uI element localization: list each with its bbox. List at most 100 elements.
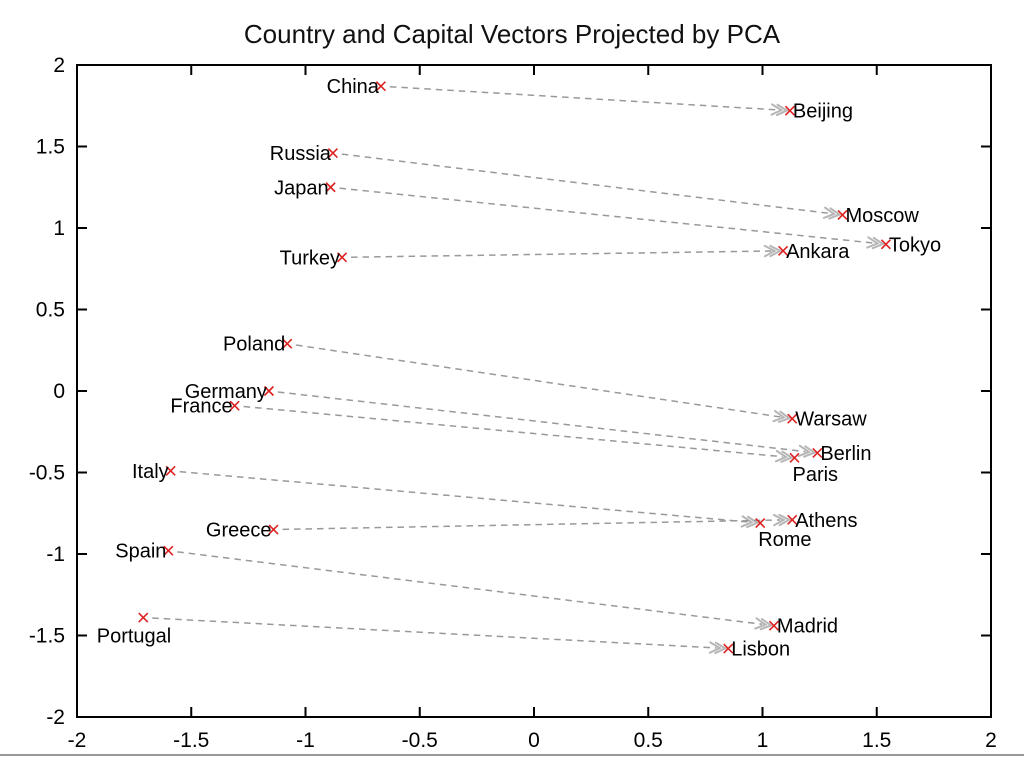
arrow-head [866,236,880,249]
point-marker-spain [163,545,174,556]
vector-japan-tokyo [339,187,886,250]
arrow-head [770,103,784,116]
point-marker-paris [789,452,800,463]
point-label-poland: Poland [223,334,285,356]
arrow-head [772,513,786,527]
point-label-berlin: Berlin [820,443,871,465]
arrow-line [296,344,781,418]
arrow-head [708,641,722,654]
point-marker-athens [787,514,798,525]
x-tick-label: -2 [68,729,87,752]
arrow-line [341,153,831,215]
y-tick-label: 1 [53,217,65,240]
point-marker-japan [325,182,336,193]
point-marker-russia [327,147,338,159]
point-marker-china [375,81,386,92]
y-tick-label: -1 [46,543,65,566]
point-label-greece: Greece [206,520,272,542]
point-marker-berlin [812,447,823,459]
point-label-germany: Germany [185,381,267,403]
vector-germany-berlin [277,391,817,458]
vector-spain-madrid [177,551,774,631]
point-label-paris: Paris [792,464,838,486]
y-tick-label: 0 [53,380,65,403]
point-marker-ankara [777,245,789,256]
y-tick-label: -1.5 [29,625,65,648]
arrow-line [152,617,717,649]
point-label-portugal: Portugal [97,626,172,648]
window-bottom-edge [0,754,1024,756]
vector-poland-warsaw [296,344,792,423]
point-marker-turkey [336,252,348,263]
arrow-head [803,445,817,458]
arrow-head [740,515,754,528]
x-tick-label: -1.5 [173,729,209,752]
arrow-head [777,410,792,423]
point-marker-madrid [768,620,779,631]
point-label-russia: Russia [270,143,332,165]
point-label-athens: Athens [795,510,857,532]
arrow-head [871,236,886,250]
vector-italy-rome [179,470,760,529]
x-tick-label: -0.5 [402,729,438,752]
point-label-tokyo: Tokyo [889,234,941,256]
point-marker-warsaw [787,413,798,424]
arrow-head [778,513,792,527]
arrow-head [774,449,789,463]
arrow-head [763,244,777,258]
x-tick-label: -1 [296,729,315,752]
point-label-spain: Spain [115,541,166,563]
point-label-ankara: Ankara [786,241,850,263]
point-marker-greece [268,524,279,535]
arrow-line [277,391,806,453]
vector-china-beijing [389,85,790,117]
arrow-head [797,444,812,458]
point-marker-portugal [138,612,149,623]
arrow-line [389,85,778,111]
point-marker-tokyo [880,239,891,250]
point-label-japan: Japan [274,177,329,199]
x-tick-label: 2 [985,729,997,752]
point-label-china: China [327,76,380,98]
arrow-head [780,450,794,463]
arrow-head [746,515,760,529]
point-label-italy: Italy [132,461,169,483]
vector-greece-athens [282,513,792,531]
point-label-france: France [170,396,232,418]
point-label-madrid: Madrid [777,616,838,638]
x-tick-label: 0.5 [634,729,663,752]
arrow-head [769,244,783,258]
point-label-turkey: Turkey [280,247,340,269]
arrow-line [282,519,781,531]
y-tick-label: 0.5 [36,299,65,322]
point-marker-moscow [837,209,848,221]
vector-france-paris [243,405,794,463]
arrow-head [714,641,728,655]
y-tick-label: 1.5 [36,136,65,159]
arrow-head [828,207,842,220]
x-tick-label: 1.5 [862,729,891,752]
arrow-line [339,187,875,244]
point-marker-lisbon [723,643,734,654]
point-label-beijing: Beijing [793,101,853,123]
arrow-head [775,103,790,117]
y-tick-label: -0.5 [29,462,65,485]
point-label-lisbon: Lisbon [731,639,790,661]
vector-turkey-ankara [351,244,783,258]
x-tick-label: 1 [757,729,769,752]
arrow-line [177,551,763,625]
arrow-head [772,409,786,423]
x-tick-label: 0 [528,729,540,752]
vector-russia-moscow [341,153,842,220]
point-marker-germany [263,385,275,397]
vector-portugal-lisbon [152,617,728,655]
point-marker-beijing [784,105,795,116]
point-marker-poland [282,338,293,349]
arrow-line [243,405,783,458]
point-label-rome: Rome [758,529,811,551]
arrow-line [351,250,772,258]
y-tick-label: -2 [46,706,65,729]
arrow-line [179,470,749,523]
